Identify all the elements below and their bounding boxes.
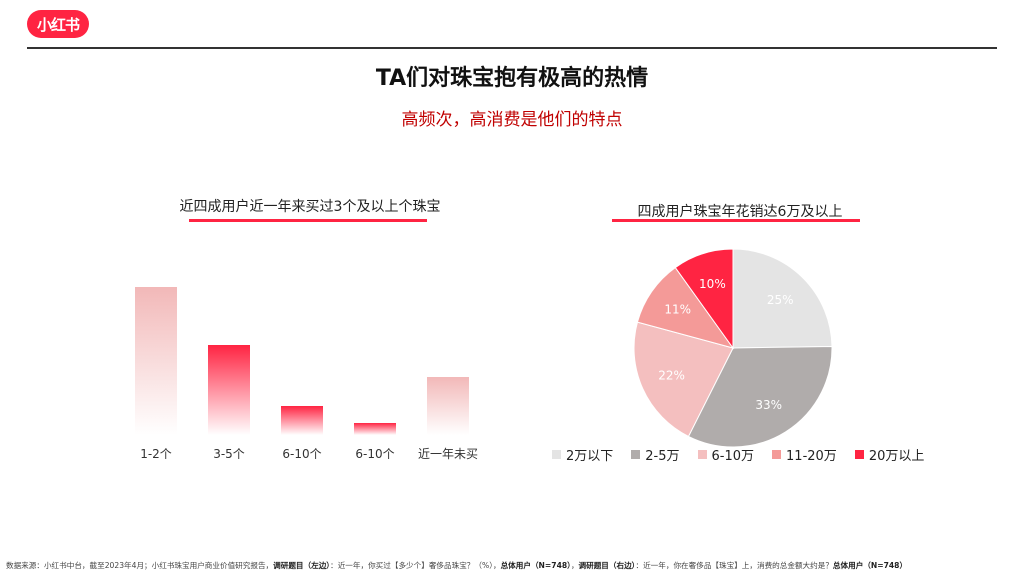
page-title: TA们对珠宝抱有极高的热情 <box>375 66 649 91</box>
header-divider <box>27 47 997 49</box>
pie-slice-label: 10% <box>699 277 726 291</box>
xiaohongshu-logo: 小红书 <box>27 10 89 38</box>
bar-5 <box>427 377 469 435</box>
footnote-q2-label: 调研题目（右边） <box>578 561 636 570</box>
legend-item-over-20w: 20万以上 <box>854 445 925 464</box>
legend-item-11-20w: 11-20万 <box>772 445 837 464</box>
source-footnote: 数据来源：小红书中台，截至2023年4月；小红书珠宝用户商业价值研究报告，调研题… <box>6 560 1022 571</box>
footnote-q2-text: ：近一年，你在奢侈品【珠宝】上，消费的总金额大约是？ <box>635 561 833 570</box>
bar-chart-title-underline <box>189 219 427 222</box>
legend-label: 20万以上 <box>868 449 925 464</box>
bar-3 <box>281 406 323 435</box>
footnote-q1-label: 调研题目（左边） <box>273 561 331 570</box>
legend-swatch-icon <box>854 450 864 459</box>
legend-swatch-icon <box>697 450 707 459</box>
page-subtitle: 高频次，高消费是他们的特点 <box>401 110 623 130</box>
pie-slice-1 <box>732 248 833 349</box>
legend-item-6-10w: 6-10万 <box>697 445 755 464</box>
pie-slice-label: 33% <box>755 398 782 412</box>
bar-label-5: 近一年未买 <box>417 447 478 461</box>
pie-slice-4 <box>636 266 735 349</box>
footnote-base1: 总体用户（N=748） <box>500 561 571 570</box>
footnote-sep: ， <box>570 561 579 570</box>
legend-swatch-icon <box>552 450 561 459</box>
pie-slice-2 <box>687 345 833 448</box>
pie-slice-label: 25% <box>767 293 794 307</box>
legend-label: 6-10万 <box>711 449 755 464</box>
pie-chart-title: 四成用户珠宝年花销达6万及以上 <box>637 204 843 220</box>
footnote-q1-text: ：近一年，你买过【多少个】奢侈品珠宝？（%）， <box>330 561 501 570</box>
bar-chart-title: 近四成用户近一年来买过3个及以上个珠宝 <box>179 199 441 215</box>
pie-chart: 25% 33% 22% 11% 10% <box>633 248 833 448</box>
bar-label-1: 1-2个 <box>140 447 172 461</box>
legend-item-2-5w: 2-5万 <box>631 445 680 464</box>
pie-slice-label: 11% <box>664 303 691 317</box>
pie-slice-label: 22% <box>658 368 685 382</box>
bar-label-3: 6-10个 <box>282 447 322 461</box>
legend-item-under-2w: 2万以下 <box>552 445 613 464</box>
legend-label: 2-5万 <box>645 449 680 464</box>
pie-chart-title-underline <box>612 219 860 222</box>
bar-4 <box>354 422 396 435</box>
pie-slice-3 <box>633 321 734 438</box>
footnote-base2: 总体用户（N=748） <box>832 561 908 570</box>
legend-swatch-icon <box>631 450 641 459</box>
legend-swatch-icon <box>772 450 782 459</box>
bar-2 <box>208 344 250 435</box>
legend-label: 11-20万 <box>786 449 837 464</box>
bar-label-4: 6-10个 <box>355 447 395 461</box>
pie-legend: 2万以下 2-5万 6-10万 11-20万 20万以上 <box>552 445 924 464</box>
legend-label: 2万以下 <box>566 449 614 464</box>
footnote-source: 数据来源：小红书中台，截至2023年4月；小红书珠宝用户商业价值研究报告， <box>6 561 274 570</box>
pie-slice-5 <box>674 248 734 350</box>
bar-label-2: 3-5个 <box>213 447 245 461</box>
bar-1 <box>135 287 177 435</box>
